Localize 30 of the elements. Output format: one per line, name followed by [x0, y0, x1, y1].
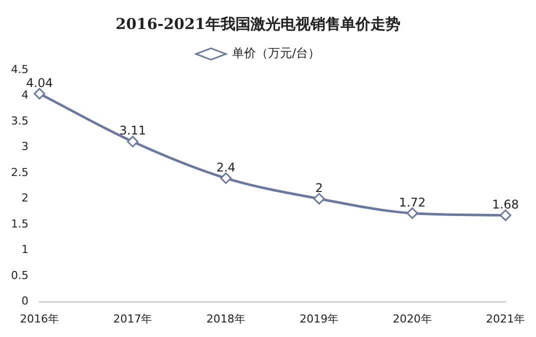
x-tick-label: 2021年	[486, 312, 526, 326]
chart-title: 2016-2021年我国激光电视销售单价走势	[116, 14, 400, 33]
y-tick-label: 4	[21, 88, 28, 102]
legend-label: 单价（万元/台）	[232, 46, 320, 60]
data-label: 2.4	[216, 160, 236, 174]
data-label: 1.68	[492, 197, 519, 212]
point	[34, 88, 46, 100]
point	[500, 210, 512, 222]
data-label: 1.72	[398, 195, 426, 210]
point	[220, 172, 232, 184]
x-tick-label: 2019年	[300, 312, 339, 326]
point	[313, 193, 325, 205]
y-tick-label: 1	[21, 243, 28, 256]
y-tick-label: 3.5	[10, 114, 28, 128]
y-tick-label: 3	[21, 140, 28, 154]
x-tick-label: 2018年	[206, 312, 246, 326]
y-tick-label: 0.5	[10, 268, 28, 282]
data-label: 4.04	[26, 76, 53, 90]
x-tick-label: 2020年	[392, 312, 432, 326]
data-label: 2	[315, 180, 323, 195]
y-tick-label: 2.5	[10, 166, 28, 179]
y-tick-label: 0	[21, 294, 28, 308]
x-tick-label: 2017年	[113, 312, 152, 326]
point	[406, 207, 418, 219]
y-tick-label: 2	[21, 192, 28, 205]
x-tick-label: 2016年	[20, 312, 59, 326]
data-label: 3.11	[119, 124, 146, 138]
point	[126, 136, 138, 148]
y-tick-label: 1.5	[10, 217, 28, 230]
y-tick-label: 4.5	[10, 62, 28, 76]
